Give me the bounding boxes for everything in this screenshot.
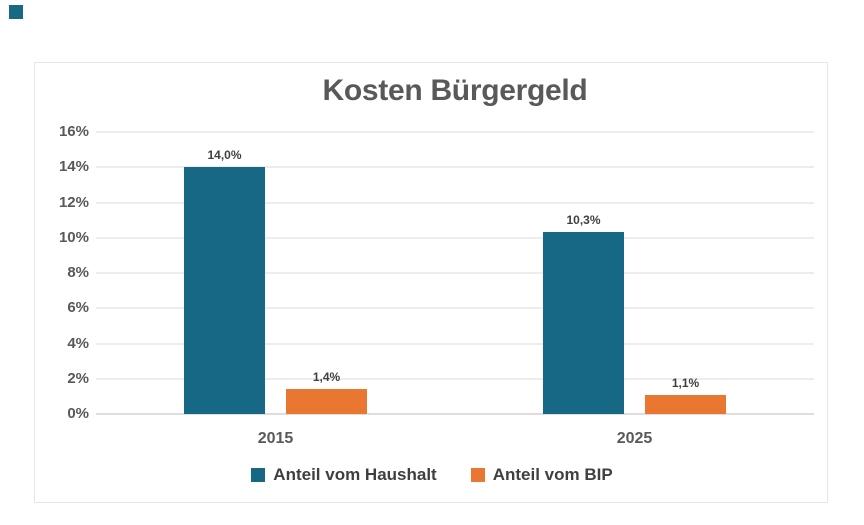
y-tick-label: 8%	[67, 264, 89, 281]
y-tick-label: 10%	[58, 228, 89, 246]
legend-item-label: Anteil vom Haushalt	[273, 465, 437, 484]
bar-value-label: 14,0%	[207, 148, 242, 163]
y-tick-label: 16%	[58, 123, 89, 140]
y-tick-label: 6%	[67, 299, 89, 317]
legend-item: Anteil vom BIP	[470, 465, 613, 485]
legend: Anteil vom Haushalt Anteil vom BIP	[35, 465, 829, 485]
bar-anteil-vom-haushalt-2015	[184, 167, 265, 414]
legend-item: Anteil vom Haushalt	[251, 465, 437, 485]
legend-color-swatch	[251, 468, 266, 482]
gridline	[96, 377, 814, 380]
gridline	[96, 131, 814, 133]
y-tick-label: 0%	[67, 405, 89, 422]
corner-accent-square	[9, 5, 23, 19]
bar-value-label: 1,4%	[312, 370, 341, 385]
bar-value-label: 10,3%	[566, 213, 601, 228]
legend-item-label: Anteil vom BIP	[492, 465, 613, 484]
plot-area: 0% 2% 4% 6% 8% 10% 12% 14% 16% 14,0% 1,4% 2015 10,3%…	[35, 63, 827, 502]
gridline	[96, 342, 814, 345]
x-axis-line	[96, 413, 814, 415]
y-tick-label: 2%	[67, 369, 89, 387]
legend-color-swatch	[470, 468, 485, 482]
gridline	[96, 201, 814, 204]
y-tick-label: 12%	[58, 193, 89, 211]
x-axis-label: 2025	[616, 430, 653, 447]
gridline	[96, 307, 814, 310]
bar-anteil-vom-bip-2025	[645, 394, 726, 414]
bar-value-label: 1,1%	[671, 375, 700, 390]
gridline	[96, 166, 814, 169]
bar-anteil-vom-bip-2015	[286, 389, 367, 414]
x-axis-label: 2015	[257, 430, 294, 447]
chart-frame: Kosten Bürgergeld 0% 2% 4% 6% 8% 10% 12% 14% 16%…	[34, 62, 828, 503]
bar-anteil-vom-haushalt-2025	[543, 232, 624, 414]
y-tick-label: 4%	[67, 334, 89, 352]
chart-title: Kosten Bürgergeld	[322, 74, 588, 107]
y-tick-label: 14%	[58, 158, 89, 176]
gridline	[96, 236, 814, 239]
gridline	[96, 272, 814, 274]
